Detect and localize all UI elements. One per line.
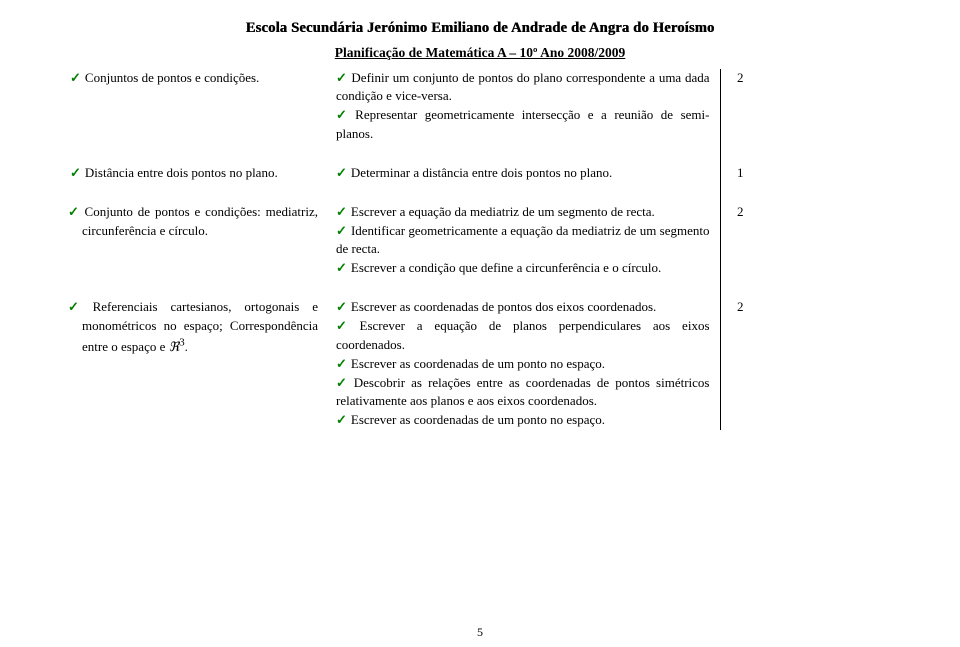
check-icon: ✓ [336, 412, 347, 427]
topic-text: Conjuntos de pontos e condições. [85, 70, 259, 85]
table-row: ✓Referenciais cartesianos, ortogonais e … [68, 298, 892, 430]
objective-text: Definir um conjunto de pontos do plano c… [336, 70, 710, 104]
objective-text: Escrever as coordenadas de um ponto no e… [351, 356, 605, 371]
objective-text: Escrever as coordenadas de pontos dos ei… [351, 299, 656, 314]
check-icon: ✓ [336, 260, 347, 275]
check-icon: ✓ [336, 107, 351, 122]
hours-value: 1 [737, 165, 744, 180]
topic-text: Referenciais cartesianos, ortogonais e m… [82, 299, 318, 354]
plan-title: Planificação de Matemática A – 10º Ano 2… [68, 43, 892, 63]
objective-text: Escrever as coordenadas de um ponto no e… [351, 412, 605, 427]
check-icon: ✓ [70, 165, 81, 180]
check-icon: ✓ [336, 165, 347, 180]
hours-value: 2 [737, 204, 744, 219]
objective-text: Determinar a distância entre dois pontos… [351, 165, 612, 180]
topic-text: Distância entre dois pontos no plano. [85, 165, 278, 180]
objective-text: Escrever a condição que define a circunf… [351, 260, 661, 275]
curriculum-table: ✓Conjuntos de pontos e condições. ✓Defin… [68, 69, 892, 431]
objective-text: Representar geometricamente intersecção … [336, 107, 709, 141]
page-number: 5 [0, 624, 960, 641]
table-row: ✓Conjuntos de pontos e condições. ✓Defin… [68, 69, 892, 144]
check-icon: ✓ [68, 204, 81, 219]
check-icon: ✓ [336, 204, 347, 219]
check-icon: ✓ [336, 318, 356, 333]
objective-text: Identificar geometricamente a equação da… [336, 223, 709, 257]
school-name: Escola Secundária Jerónimo Emiliano de A… [68, 18, 892, 39]
table-row: ✓Conjunto de pontos e condições: mediatr… [68, 203, 892, 278]
hours-value: 2 [737, 70, 744, 85]
topic-text: Conjunto de pontos e condições: mediatri… [82, 204, 318, 238]
check-icon: ✓ [336, 375, 350, 390]
objective-text: Escrever a equação da mediatriz de um se… [351, 204, 655, 219]
hours-value: 2 [737, 299, 744, 314]
table-row: ✓ Distância entre dois pontos no plano. ✓… [68, 164, 892, 183]
check-icon: ✓ [336, 356, 347, 371]
objective-text: Descobrir as relações entre as coordenad… [336, 375, 710, 409]
check-icon: ✓ [336, 299, 347, 314]
check-icon: ✓ [70, 70, 81, 85]
check-icon: ✓ [336, 223, 347, 238]
check-icon: ✓ [336, 70, 347, 85]
check-icon: ✓ [68, 299, 89, 314]
objective-text: Escrever a equação de planos perpendicul… [336, 318, 710, 352]
